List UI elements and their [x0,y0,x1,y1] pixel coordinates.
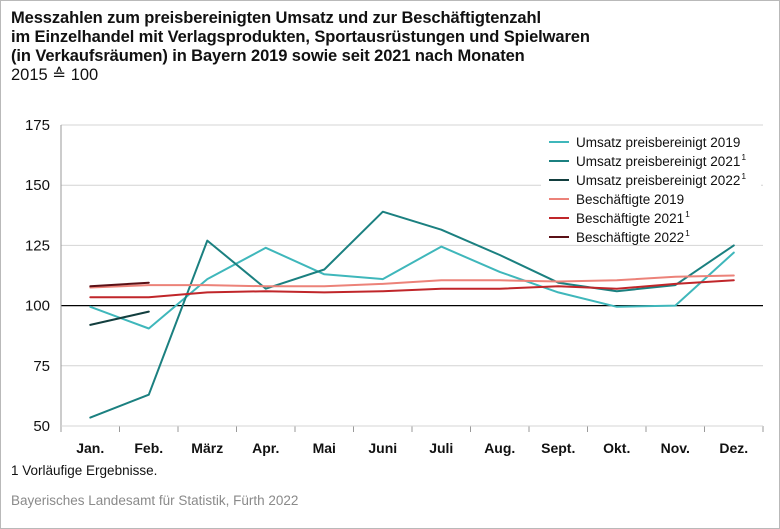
footnote: 1 Vorläufige Ergebnisse. [11,463,158,478]
x-tick-label: Nov. [661,440,690,456]
x-tick-label: Feb. [134,440,163,456]
x-tick-label: Okt. [603,440,630,456]
source-note: Bayerisches Landesamt für Statistik, Für… [11,493,299,508]
legend-label: Beschäftigte 2019 [576,192,684,207]
legend-label: Beschäftigte 20211 [576,209,690,226]
series-line-5 [89,279,735,299]
y-tick-label: 75 [33,358,50,375]
x-tick-label: Jan. [76,440,104,456]
x-tick-label: Apr. [252,440,279,456]
x-tick-label: Aug. [484,440,515,456]
legend-label: Beschäftigte 20221 [576,228,690,245]
series-line-3 [89,310,150,326]
chart-title-line-3: (in Verkaufsräumen) in Bayern 2019 sowie… [11,47,525,65]
series-line-6 [89,281,150,288]
line-chart: 175 150 125 100 75 50 Jan. Feb. März Apr. Mai Juni J… [25,117,764,456]
x-tick-label: Juli [429,440,453,456]
legend-label: Umsatz preisbereinigt 20211 [576,152,746,169]
legend-label: Umsatz preisbereinigt 2019 [576,135,740,150]
series-line-1 [89,245,735,330]
y-tick-label: 50 [33,418,50,435]
title-block: Messzahlen zum preisbereinigten Umsatz u… [11,9,771,85]
y-tick-label: 150 [25,177,50,194]
series-line-4 [89,274,735,289]
x-tick-label: März [191,440,223,456]
x-tick-label: Dez. [719,440,748,456]
chart-title-line-2: im Einzelhandel mit Verlagsprodukten, Sp… [11,28,590,46]
legend-label: Umsatz preisbereinigt 20221 [576,171,746,188]
series-line-2 [89,210,735,419]
x-tick-label: Juni [368,440,397,456]
y-tick-label: 175 [25,117,50,134]
y-tick-label: 100 [25,298,50,315]
y-tick-label: 125 [25,237,50,254]
x-tick-label: Mai [313,440,336,456]
x-tick-label: Sept. [541,440,575,456]
chart-title-line-1: Messzahlen zum preisbereinigten Umsatz u… [11,9,541,27]
chart-subtitle: 2015 ≙ 100 [11,66,99,84]
legend-background [541,130,761,238]
